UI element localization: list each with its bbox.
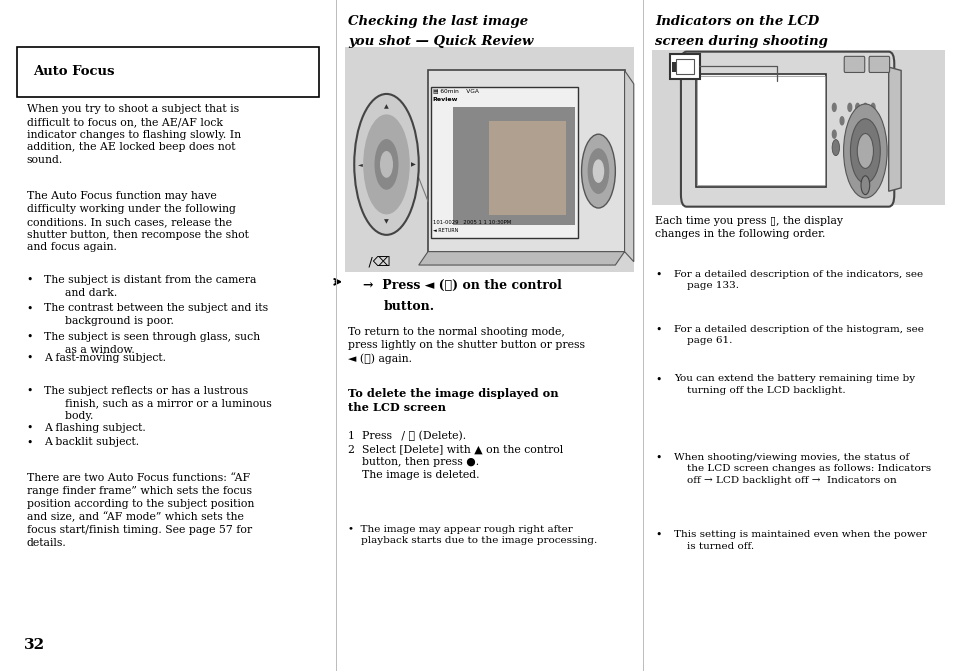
Text: Auto Focus: Auto Focus [33,65,115,79]
Text: Each time you press ▯, the display
changes in the following order.: Each time you press ▯, the display chang… [655,216,842,239]
FancyBboxPatch shape [695,74,825,187]
Text: •: • [27,353,33,363]
Text: To return to the normal shooting mode,
press lightly on the shutter button or pr: To return to the normal shooting mode, p… [348,327,584,364]
Polygon shape [418,252,624,265]
Text: When you try to shoot a subject that is
difficult to focus on, the AE/AF lock
in: When you try to shoot a subject that is … [27,104,241,165]
Text: When shooting/viewing movies, the status of
    the LCD screen changes as follow: When shooting/viewing movies, the status… [674,453,930,485]
Text: There are two Auto Focus functions: “AF
range finder frame” which sets the focus: There are two Auto Focus functions: “AF … [27,473,253,548]
Text: →  Press ◄ (⎕) on the control: → Press ◄ (⎕) on the control [363,279,561,292]
Circle shape [870,103,874,111]
Circle shape [375,140,397,189]
Text: ◄: ◄ [357,162,362,167]
FancyBboxPatch shape [868,56,889,72]
Circle shape [842,104,886,198]
Circle shape [832,103,835,111]
Circle shape [862,103,866,111]
Text: ▶: ▶ [410,162,415,167]
Circle shape [831,140,839,156]
Circle shape [849,119,880,183]
Text: •: • [27,386,33,396]
FancyBboxPatch shape [652,50,943,205]
FancyBboxPatch shape [672,62,676,72]
Text: The contrast between the subject and its
      background is poor.: The contrast between the subject and its… [44,303,268,326]
Text: A backlit subject.: A backlit subject. [44,437,138,448]
Text: 1  Press   / ⌫ (Delete).
2  Select [Delete] with ▲ on the control
    button, th: 1 Press / ⌫ (Delete). 2 Select [Delete] … [348,431,563,480]
Circle shape [870,130,874,138]
Text: •: • [27,275,33,285]
FancyBboxPatch shape [452,107,575,225]
Text: Checking the last image: Checking the last image [348,15,528,28]
Circle shape [840,117,843,125]
Text: •: • [655,453,661,463]
Text: Review: Review [432,97,457,102]
Text: ▼: ▼ [384,219,389,225]
Circle shape [593,160,603,183]
FancyBboxPatch shape [680,52,893,207]
Text: screen during shooting: screen during shooting [655,35,827,48]
FancyBboxPatch shape [697,76,824,185]
Text: For a detailed description of the histogram, see
    page 61.: For a detailed description of the histog… [674,325,923,345]
Text: A fast-moving subject.: A fast-moving subject. [44,353,166,363]
Text: To delete the image displayed on
the LCD screen: To delete the image displayed on the LCD… [348,388,558,413]
FancyBboxPatch shape [669,54,700,79]
Text: 32: 32 [24,638,45,652]
Text: The Auto Focus function may have
difficulty working under the following
conditio: The Auto Focus function may have difficu… [27,191,249,252]
Text: ▲: ▲ [384,104,389,109]
Text: ◄ RETURN: ◄ RETURN [432,228,457,233]
Circle shape [581,134,615,208]
FancyBboxPatch shape [843,56,863,72]
Circle shape [855,103,859,111]
Polygon shape [888,67,901,191]
FancyBboxPatch shape [431,87,578,238]
Text: •: • [27,437,33,448]
Circle shape [588,149,608,193]
FancyBboxPatch shape [17,47,318,97]
Text: A flashing subject.: A flashing subject. [44,423,145,433]
Polygon shape [624,70,633,262]
Text: The subject reflects or has a lustrous
      finish, such as a mirror or a lumin: The subject reflects or has a lustrous f… [44,386,271,421]
Circle shape [847,103,851,111]
Circle shape [861,176,869,195]
Circle shape [857,134,873,168]
FancyBboxPatch shape [345,47,633,272]
Text: •: • [655,325,661,335]
Text: ▤ 60min    VGA: ▤ 60min VGA [432,89,478,93]
Text: •  The image may appear rough right after
    playback starts due to the image p: • The image may appear rough right after… [348,525,597,545]
FancyBboxPatch shape [675,59,694,74]
Circle shape [855,130,859,138]
Text: This setting is maintained even when the power
    is turned off.: This setting is maintained even when the… [674,530,926,550]
Text: •: • [27,332,33,342]
Text: The subject is seen through glass, such
      as a window.: The subject is seen through glass, such … [44,332,259,355]
Text: The subject is distant from the camera
      and dark.: The subject is distant from the camera a… [44,275,255,298]
Circle shape [363,115,409,213]
Text: •: • [655,270,661,280]
FancyBboxPatch shape [489,121,565,215]
Circle shape [354,94,418,235]
Circle shape [380,152,392,177]
Text: •: • [27,303,33,313]
Polygon shape [428,70,624,252]
Text: •: • [655,374,661,384]
Circle shape [847,130,851,138]
Text: button.: button. [383,300,435,313]
Text: •: • [27,423,33,433]
Text: Indicators on the LCD: Indicators on the LCD [655,15,819,28]
Circle shape [862,130,866,138]
Circle shape [832,130,835,138]
Text: 101-0029   2005 1 1 10:30PM: 101-0029 2005 1 1 10:30PM [432,220,510,225]
Text: you shot — Quick Review: you shot — Quick Review [348,35,533,48]
Text: /⌫: /⌫ [363,257,391,270]
Text: For a detailed description of the indicators, see
    page 133.: For a detailed description of the indica… [674,270,923,290]
Text: •: • [655,530,661,540]
Text: You can extend the battery remaining time by
    turning off the LCD backlight.: You can extend the battery remaining tim… [674,374,914,395]
